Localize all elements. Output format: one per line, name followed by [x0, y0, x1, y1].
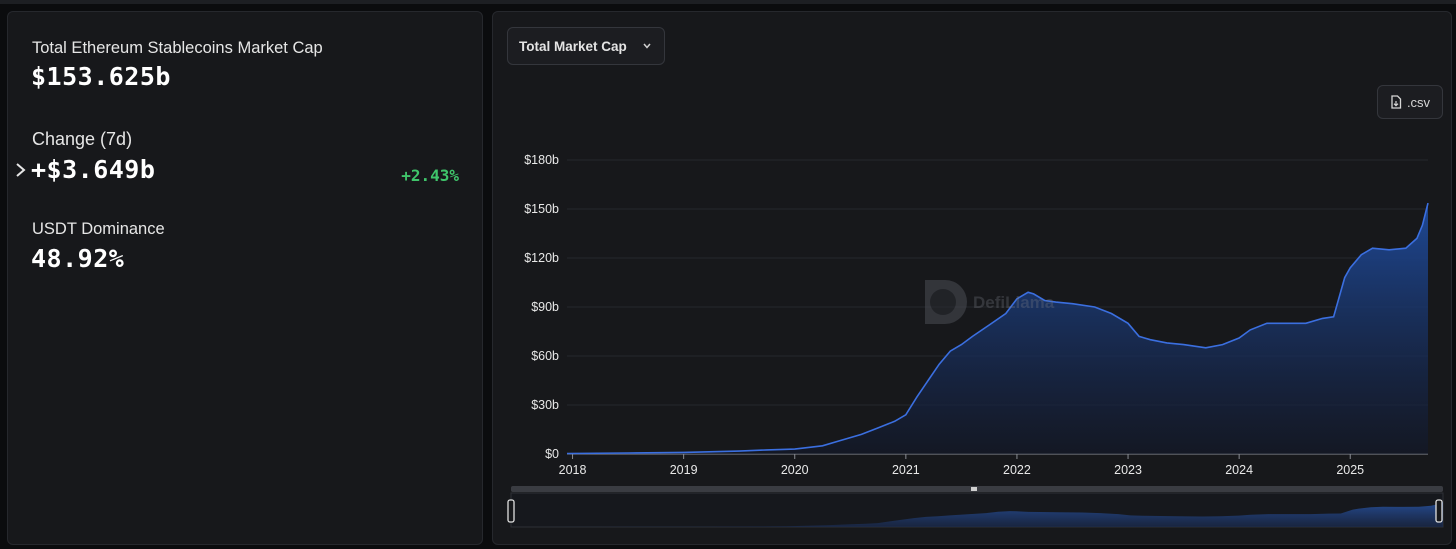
slider-grip[interactable]: [971, 487, 977, 491]
data-points: [566, 203, 1429, 454]
top-border: [0, 0, 1456, 4]
range-slider[interactable]: [507, 486, 1444, 528]
file-download-icon: [1391, 95, 1402, 109]
chevron-down-icon: [643, 43, 651, 49]
slider-handle-right[interactable]: [1435, 499, 1443, 523]
x-axis: 2018 2019 2020 2021 2022 2023 2024 2025: [559, 453, 1428, 477]
x-tick-label: 2024: [1225, 463, 1253, 477]
chart-panel: Total Market Cap .csv $0 $30b $60b $90b $120…: [492, 11, 1452, 545]
x-tick-label: 2020: [781, 463, 809, 477]
change-value: +$3.649b: [31, 155, 156, 184]
csv-download-button[interactable]: .csv: [1377, 85, 1443, 119]
chevron-right-icon[interactable]: [14, 160, 28, 180]
x-tick-label: 2018: [559, 463, 587, 477]
x-tick-label: 2021: [892, 463, 920, 477]
slider-handle-left[interactable]: [507, 499, 515, 523]
x-tick-label: 2022: [1003, 463, 1031, 477]
y-tick-label: $120b: [524, 251, 559, 265]
y-tick-label: $150b: [524, 202, 559, 216]
defillama-watermark: DefiLlama: [925, 280, 1055, 324]
dominance-label: USDT Dominance: [32, 220, 165, 238]
x-tick-label: 2025: [1336, 463, 1364, 477]
y-tick-label: $60b: [531, 349, 559, 363]
market-cap-area: [567, 203, 1428, 454]
x-tick-label: 2023: [1114, 463, 1142, 477]
watermark-text: DefiLlama: [973, 293, 1055, 312]
y-tick-label: $30b: [531, 398, 559, 412]
x-tick-label: 2019: [670, 463, 698, 477]
y-tick-label: $180b: [524, 153, 559, 167]
dropdown-label: Total Market Cap: [519, 38, 627, 54]
change-label: Change (7d): [32, 129, 133, 149]
y-tick-label: $90b: [531, 300, 559, 314]
y-axis: $0 $30b $60b $90b $120b $150b $180b: [524, 153, 559, 461]
market-cap-value: $153.625b: [31, 62, 171, 91]
slider-preview-area: [511, 502, 1443, 527]
market-cap-chart: $0$30b$60b$90b$120b$150b$180b 2018 2019 20…: [507, 153, 1444, 528]
csv-label: .csv: [1406, 94, 1431, 110]
dominance-value: 48.92%: [31, 244, 125, 273]
y-tick-label: $0: [545, 447, 559, 461]
change-percent-badge: +2.43%: [401, 166, 459, 185]
market-cap-label: Total Ethereum Stablecoins Market Cap: [32, 39, 323, 57]
market-cap-line: [566, 202, 1429, 455]
chart-type-dropdown[interactable]: Total Market Cap: [507, 27, 665, 65]
summary-panel: Total Ethereum Stablecoins Market Cap $1…: [7, 11, 483, 545]
